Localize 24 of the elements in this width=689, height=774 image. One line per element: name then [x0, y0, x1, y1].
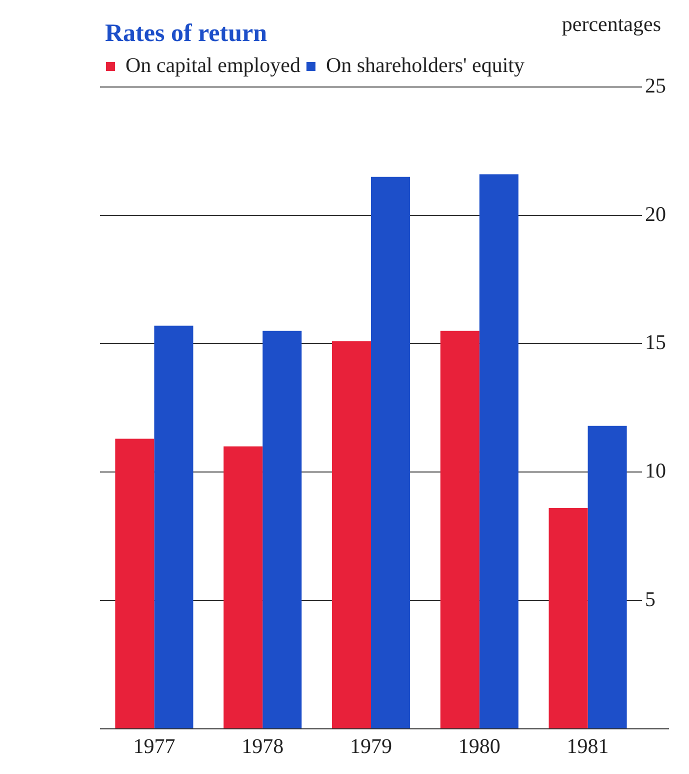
legend-label: On capital employed	[126, 53, 301, 78]
y-tick-label: 15	[645, 330, 666, 354]
y-tick-label: 5	[645, 586, 656, 611]
bar	[479, 174, 518, 729]
x-tick-label: 1978	[242, 734, 284, 758]
legend-label: On shareholders' equity	[326, 53, 526, 78]
x-tick-label: 1981	[566, 734, 609, 758]
bar	[332, 341, 371, 729]
bar	[588, 426, 627, 729]
bar	[262, 330, 302, 729]
bar	[371, 176, 410, 729]
bar	[154, 326, 194, 729]
bar	[440, 330, 480, 729]
y-axis-title: percentages	[562, 12, 661, 37]
bar	[224, 446, 263, 729]
y-tick-label: 10	[645, 458, 666, 483]
bar	[548, 508, 588, 729]
x-tick-label: 1977	[133, 734, 176, 758]
bar	[115, 438, 154, 729]
x-tick-label: 1980	[458, 734, 500, 758]
y-tick-label: 25	[645, 74, 666, 98]
x-tick-label: 1979	[350, 734, 392, 758]
y-tick-label: 20	[645, 202, 666, 226]
chart-title: Rates of return	[105, 20, 267, 48]
